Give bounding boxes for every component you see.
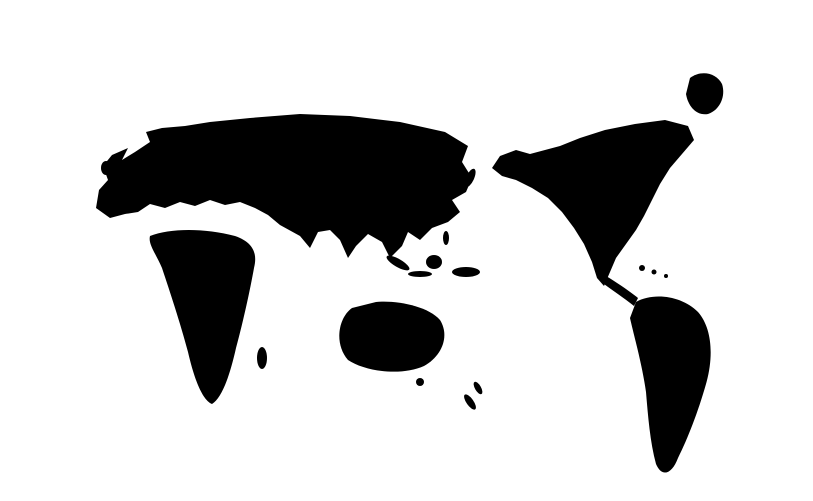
world-map	[96, 73, 724, 473]
landmass-nz-south	[464, 394, 476, 410]
landmass-madagascar	[257, 347, 267, 369]
landmass-africa	[149, 230, 256, 404]
landmass-japan	[464, 168, 476, 188]
landmass-sumatra	[386, 255, 410, 271]
landmass-nz-north	[473, 381, 483, 395]
landmass-java	[408, 271, 432, 277]
landmass-greenland	[686, 73, 724, 115]
landmass-new-guinea	[452, 267, 480, 277]
landmass-eurasia	[96, 114, 472, 258]
landmass-caribbean-3	[664, 274, 668, 278]
landmass-philippines	[443, 231, 449, 245]
landmass-tasmania	[416, 378, 424, 386]
landmass-borneo	[426, 255, 442, 269]
landmass-australia	[339, 301, 445, 372]
landmass-south-america	[630, 296, 711, 473]
landmass-caribbean-1	[639, 265, 645, 271]
landmass-uk	[101, 161, 111, 175]
landmass-caribbean-2	[651, 269, 657, 275]
landmass-north-america	[492, 120, 694, 286]
landmass-central-america	[604, 276, 638, 306]
